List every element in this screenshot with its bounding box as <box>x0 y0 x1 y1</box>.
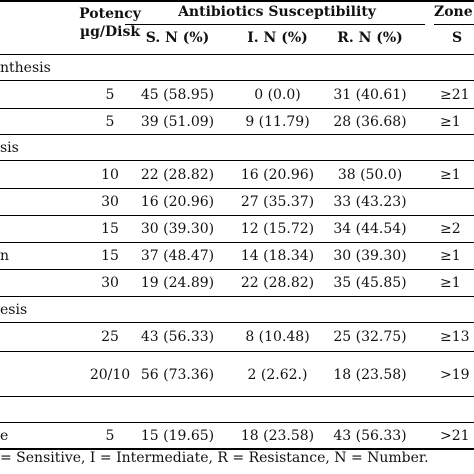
table-cell-s: 30 (39.30) <box>140 221 215 237</box>
header-potency-line2: µg/Disk <box>79 24 141 40</box>
section-label: sis <box>0 140 19 156</box>
table-cell-s: 16 (20.96) <box>140 194 215 210</box>
row-rule <box>0 269 474 270</box>
header-col-zone-s: S <box>452 30 463 46</box>
table-cell-potency: 10 <box>101 167 119 183</box>
table-cell-i: 2 (2.62.) <box>247 367 308 383</box>
table-cell-zone: ≥13 <box>440 329 470 345</box>
table-cell-r: 34 (44.54) <box>333 221 407 237</box>
row-rule <box>0 242 474 243</box>
table-cell-zone: ≥1 <box>440 114 461 130</box>
table-cell-i: 9 (11.79) <box>245 114 310 130</box>
table-cell-potency: 30 <box>101 275 119 291</box>
table-cell-r: 33 (43.23) <box>333 194 407 210</box>
row-rule <box>0 351 474 352</box>
table-cell-potency: 5 <box>105 428 115 444</box>
table-cell-zone: ≥21 <box>440 87 470 103</box>
header-zone: Zone <box>434 4 473 20</box>
table-cell-s: 19 (24.89) <box>140 275 215 291</box>
section-label: nthesis <box>0 60 51 76</box>
table-cell-s: 56 (73.36) <box>140 367 215 383</box>
table-cell-potency: 5 <box>105 114 115 130</box>
header-potency-line1: Potency <box>79 6 141 22</box>
table-cell-i: 16 (20.96) <box>240 167 315 183</box>
table-cell-i: 22 (28.82) <box>240 275 315 291</box>
header-bottom-rule <box>0 54 474 55</box>
table-cell-r: 28 (36.68) <box>333 114 407 130</box>
table-cell-zone: ≥1 <box>440 248 461 264</box>
table-cell-label: e <box>0 428 9 444</box>
header-col-s: S. N (%) <box>145 30 210 46</box>
section-label: esis <box>0 302 28 318</box>
table-cell-r: 18 (23.58) <box>333 367 407 383</box>
table-cell-s: 39 (51.09) <box>140 114 215 130</box>
table-cell-zone: >19 <box>440 367 470 383</box>
table-cell-r: 25 (32.75) <box>333 329 407 345</box>
table-cell-potency: 15 <box>101 221 119 237</box>
table-cell-r: 31 (40.61) <box>333 87 407 103</box>
table-cell-i: 27 (35.37) <box>240 194 315 210</box>
table-cell-r: 35 (45.85) <box>333 275 407 291</box>
table-cell-r: 30 (39.30) <box>333 248 407 264</box>
row-rule <box>0 296 474 297</box>
table-cell-potency: 30 <box>101 194 119 210</box>
table-cell-zone: ≥1 <box>440 275 461 291</box>
table-top-rule <box>0 0 474 2</box>
header-antibiotics-susceptibility: Antibiotics Susceptibility <box>178 4 376 20</box>
table-cell-s: 15 (19.65) <box>140 428 215 444</box>
table-cell-s: 45 (58.95) <box>140 87 215 103</box>
row-rule <box>0 322 474 323</box>
row-rule <box>0 215 474 216</box>
row-rule <box>0 134 474 135</box>
table-cell-s: 22 (28.82) <box>140 167 215 183</box>
table-cell-s: 37 (48.47) <box>140 248 215 264</box>
table-bottom-rule <box>0 448 474 450</box>
table-footnote: = Sensitive, I = Intermediate, R = Resis… <box>0 450 429 466</box>
header-group-rule <box>125 24 425 25</box>
table-cell-zone: >21 <box>440 428 470 444</box>
table-cell-i: 14 (18.34) <box>240 248 315 264</box>
row-rule <box>0 160 474 161</box>
table-cell-i: 12 (15.72) <box>240 221 315 237</box>
table-cell-potency: 5 <box>105 87 115 103</box>
row-rule <box>0 422 474 423</box>
row-rule <box>0 80 474 81</box>
header-col-i: I. N (%) <box>247 30 308 46</box>
table-cell-i: 18 (23.58) <box>240 428 315 444</box>
row-rule <box>0 108 474 109</box>
header-col-r: R. N (%) <box>337 30 403 46</box>
table-cell-r: 38 (50.0) <box>337 167 403 183</box>
table-cell-zone: ≥1 <box>440 167 461 183</box>
table-cell-i: 0 (0.0) <box>254 87 301 103</box>
table-cell-potency: 25 <box>101 329 119 345</box>
row-rule <box>0 396 474 397</box>
header-zone-rule <box>434 24 474 25</box>
row-rule <box>0 188 474 189</box>
table-cell-zone: ≥2 <box>440 221 461 237</box>
table-cell-s: 43 (56.33) <box>140 329 215 345</box>
table-cell-potency: 20/10 <box>89 367 131 383</box>
table-cell-i: 8 (10.48) <box>245 329 310 345</box>
table-cell-potency: 15 <box>101 248 119 264</box>
table-cell-r: 43 (56.33) <box>333 428 407 444</box>
table-cell-label: n <box>0 248 10 264</box>
